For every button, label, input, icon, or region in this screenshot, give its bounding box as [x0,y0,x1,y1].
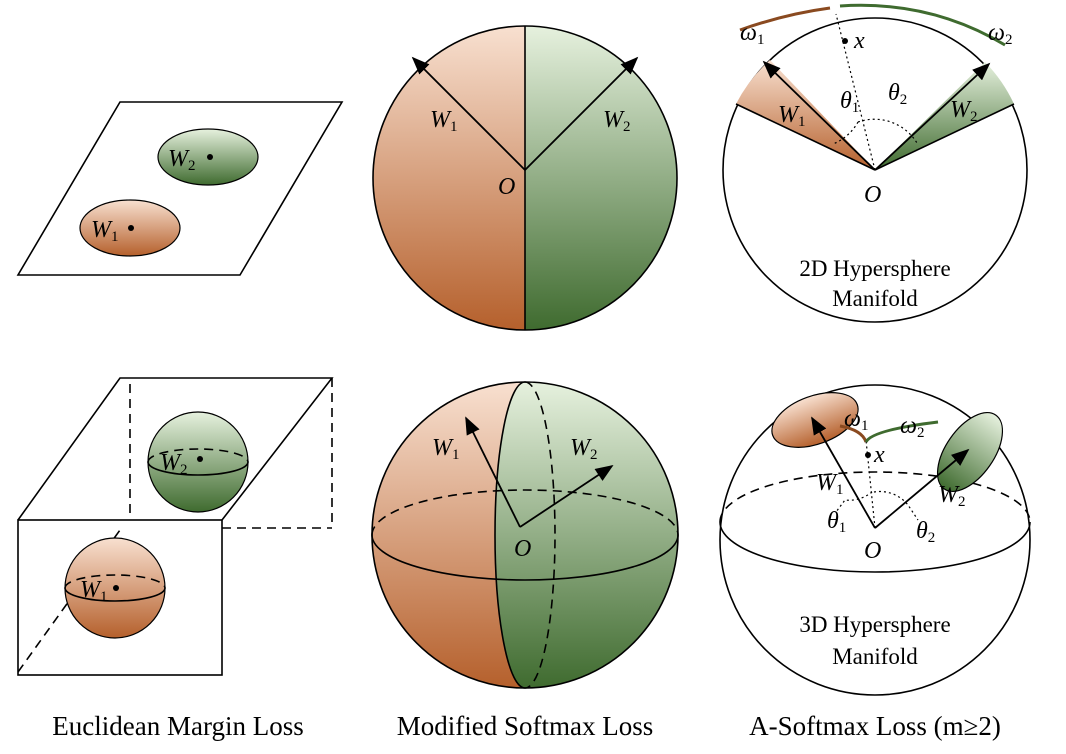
label-part: 2 [188,158,196,174]
manifold-label: Manifold [832,286,918,311]
label-part: θ [916,518,928,544]
w1-label: W1 [816,470,844,498]
w1-label: W1 [80,577,108,605]
label-part: W [816,470,838,496]
label-part: 1 [798,114,806,130]
manifold-label: 2D Hypersphere [799,256,950,281]
caption: A-Softmax Loss (m≥2) [749,711,1001,741]
w2-label: W2 [168,146,196,174]
label-part: 1 [757,32,765,48]
x-label: x [873,442,885,468]
label-part: W [168,146,190,172]
origin-label: O [864,538,881,564]
label-part: 2 [958,494,966,510]
w1-label: W1 [432,435,460,463]
label-part: 2 [970,109,978,125]
w2-label: W2 [603,107,631,135]
w1-label: W1 [430,107,458,135]
label-part: 1 [111,229,119,245]
label-part: 2 [180,462,188,478]
label-part: 1 [100,589,108,605]
w2-label: W2 [938,482,966,510]
w2-label: W2 [160,450,188,478]
w1-label: W1 [778,102,806,130]
label-part: 1 [852,100,860,116]
modified-sphere: W1 W2 O [371,381,679,689]
label-part: 2 [590,447,598,463]
manifold-label: 3D Hypersphere [799,612,950,637]
label-part: 1 [450,119,458,135]
origin-label: O [498,174,515,200]
label-part: 2 [1005,32,1013,48]
theta2-label: θ2 [888,80,907,108]
caption: Euclidean Margin Loss [52,711,303,741]
label-part: 1 [839,520,847,536]
label-part: 1 [452,447,460,463]
euclidean-box: W2 W1 [17,377,334,676]
label-part: 2 [917,425,925,441]
label-part: W [938,482,960,508]
asoftmax-circle: ω1 ω2 x θ1 θ2 W1 W2 O 2D Hypersphere Man… [722,3,1028,323]
theta1-label: θ1 [840,88,859,116]
omega2-label: ω2 [900,413,924,441]
label-part: 2 [623,119,631,135]
omega2-label: ω2 [988,20,1012,48]
label-part: θ [840,88,852,114]
label-part: ω [900,413,917,439]
label-part: ω [844,406,861,432]
modified-circle: W1 W2 O [372,25,678,331]
w2-label: W2 [570,435,598,463]
label-part: W [430,107,452,133]
label-part: 2 [928,530,936,546]
label-part: 1 [836,482,844,498]
label-part: W [603,107,625,133]
label-part: W [950,97,972,123]
label-part: W [91,217,113,243]
theta2-label: θ2 [916,518,935,546]
label-part: W [432,435,454,461]
label-part: W [778,102,800,128]
omega1-label: ω1 [844,406,868,434]
label-part: W [570,435,592,461]
label-part: W [160,450,182,476]
euclidean-plane: W2 W1 [16,101,344,276]
label-part: θ [888,80,900,106]
manifold-label: Manifold [832,644,918,669]
w1-label: W1 [91,217,119,245]
label-part: ω [740,20,757,46]
w2-label: W2 [950,97,978,125]
label-part: ω [988,20,1005,46]
theta1-label: θ1 [827,508,846,536]
asoftmax-sphere: ω1 ω2 x θ1 θ2 W1 W2 O 3D Hypersphere Man… [719,384,1031,696]
omega1-label: ω1 [740,20,764,48]
label-part: θ [827,508,839,534]
label-part: 2 [900,92,908,108]
origin-label: O [864,182,881,208]
label-part: W [80,577,102,603]
label-part: 1 [861,418,869,434]
caption: Modified Softmax Loss [397,711,654,741]
x-label: x [853,28,865,54]
origin-label: O [514,536,531,562]
